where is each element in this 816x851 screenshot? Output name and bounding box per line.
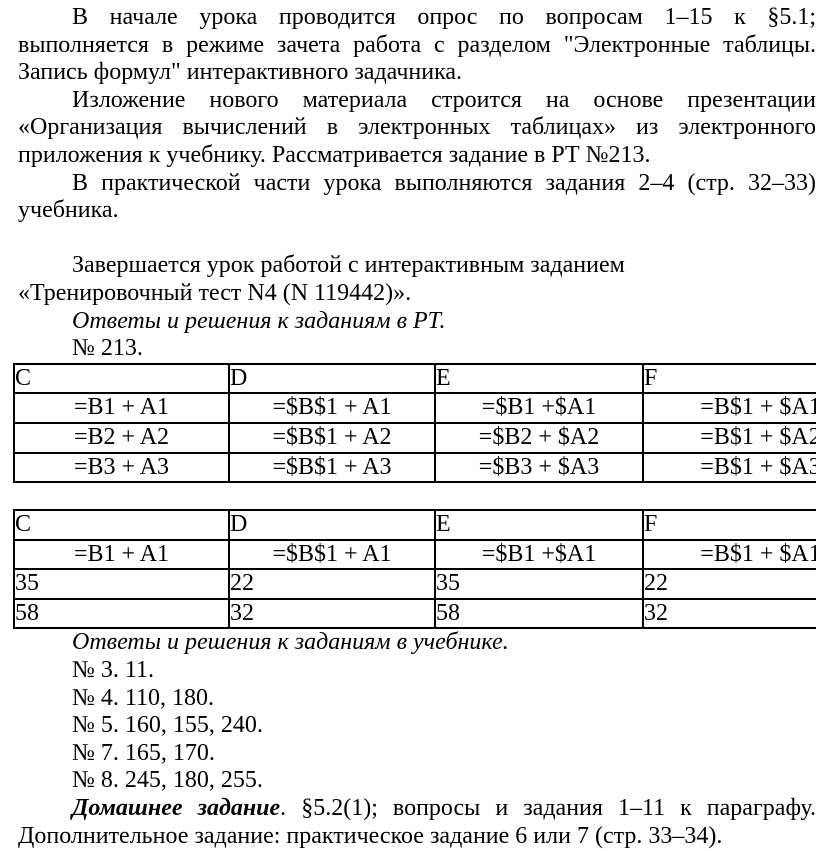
column-header: E — [434, 509, 644, 541]
formula-cell: =$B$1 + A3 — [228, 451, 436, 484]
table-row: =B1 + A1 =$B$1 + A1 =$B1 +$A1 =B$1 + $A1 — [13, 538, 816, 571]
value-cell: 58 — [434, 597, 644, 630]
table-row: =B1 + A1 =$B$1 + A1 =$B1 +$A1 =B$1 + $A1 — [13, 392, 816, 424]
formula-cell: =$B3 + $A3 — [434, 451, 644, 484]
column-header: C — [13, 362, 230, 395]
column-header: C — [13, 509, 230, 541]
paragraph-line: Изложение нового материала строится на о… — [72, 86, 816, 113]
formula-cell: =$B2 + $A2 — [434, 421, 644, 454]
table-row: 58 32 58 32 — [13, 597, 816, 630]
value-cell: 32 — [228, 597, 436, 630]
formula-cell: =B2 + A2 — [13, 421, 230, 454]
paragraph-line: В практической части урока выполняются з… — [72, 169, 816, 196]
formula-cell: =B$1 + $A2 — [642, 421, 816, 454]
answer-item: № 5. 160, 155, 240. — [72, 712, 263, 739]
answers-rt-heading: Ответы и решения к заданиям в РТ. — [72, 307, 446, 334]
homework-rest: . §5.2(1); вопросы и задания 1–11 к пара… — [280, 795, 816, 822]
value-cell: 22 — [642, 568, 816, 600]
formula-cell: =B$1 + $A1 — [642, 538, 816, 571]
table-row: =B2 + A2 =$B$1 + A2 =$B2 + $A2 =B$1 + $A… — [13, 421, 816, 454]
table-row: 35 22 35 22 — [13, 568, 816, 600]
formula-cell: =B$1 + $A1 — [642, 392, 816, 424]
answer-item: № 8. 245, 180, 255. — [72, 767, 263, 794]
document-page: В начале урока проводится опрос по вопро… — [13, 4, 816, 850]
formula-cell: =B1 + A1 — [13, 538, 230, 571]
answer-item: № 7. 165, 170. — [72, 739, 215, 766]
answer-item: № 3. 11. — [72, 657, 155, 684]
table-header-row: C D E F — [13, 362, 816, 395]
paragraph-line: Завершается урок работой с интерактивным… — [72, 252, 625, 279]
formula-cell: =$B$1 + A1 — [228, 392, 436, 424]
paragraph-line: Запись формул" интерактивного задачника. — [18, 59, 463, 86]
formula-cell: =$B1 +$A1 — [434, 392, 644, 424]
value-cell: 35 — [434, 568, 644, 600]
column-header: E — [434, 362, 644, 395]
task-number: № 213. — [72, 335, 143, 362]
formula-cell: =B3 + A3 — [13, 451, 230, 484]
answer-item: № 4. 110, 180. — [72, 684, 215, 711]
value-cell: 22 — [228, 568, 436, 600]
paragraph-line: выполняется в режиме зачета работа с раз… — [18, 31, 816, 58]
value-cell: 35 — [13, 568, 230, 600]
formula-cell: =B$1 + $A3 — [642, 451, 816, 484]
value-cell: 32 — [642, 597, 816, 630]
values-table: C D E F =B1 + A1 =$B$1 + A1 =$B1 +$A1 =B… — [13, 509, 816, 630]
paragraph-line: учебника. — [18, 197, 119, 224]
homework-extra-line: Дополнительное задание: практическое зад… — [18, 822, 723, 849]
homework-lead: Домашнее задание — [72, 795, 281, 822]
paragraph-line: В начале урока проводится опрос по вопро… — [72, 4, 816, 30]
answers-textbook-heading: Ответы и решения к заданиям в учебнике. — [72, 629, 509, 656]
value-cell: 58 — [13, 597, 230, 630]
table-row: =B3 + A3 =$B$1 + A3 =$B3 + $A3 =B$1 + $A… — [13, 451, 816, 484]
column-header: D — [228, 509, 436, 541]
formulas-table: C D E F =B1 + A1 =$B$1 + A1 =$B1 +$A1 =B… — [13, 362, 816, 484]
paragraph-line: приложения к учебнику. Рассматривается з… — [18, 141, 651, 168]
paragraph-line: «Организация вычислений в электронных та… — [18, 114, 816, 141]
formula-cell: =$B$1 + A2 — [228, 421, 436, 454]
column-header: D — [228, 362, 436, 395]
formula-cell: =B1 + A1 — [13, 392, 230, 424]
formula-cell: =$B$1 + A1 — [228, 538, 436, 571]
paragraph-line: «Тренировочный тест N4 (N 119442)». — [18, 279, 412, 306]
column-header: F — [642, 362, 816, 395]
column-header: F — [642, 509, 816, 541]
formula-cell: =$B1 +$A1 — [434, 538, 644, 571]
table-header-row: C D E F — [13, 509, 816, 541]
blank-line — [18, 225, 816, 253]
homework-line: Домашнее задание. §5.2(1); вопросы и зад… — [18, 795, 816, 823]
